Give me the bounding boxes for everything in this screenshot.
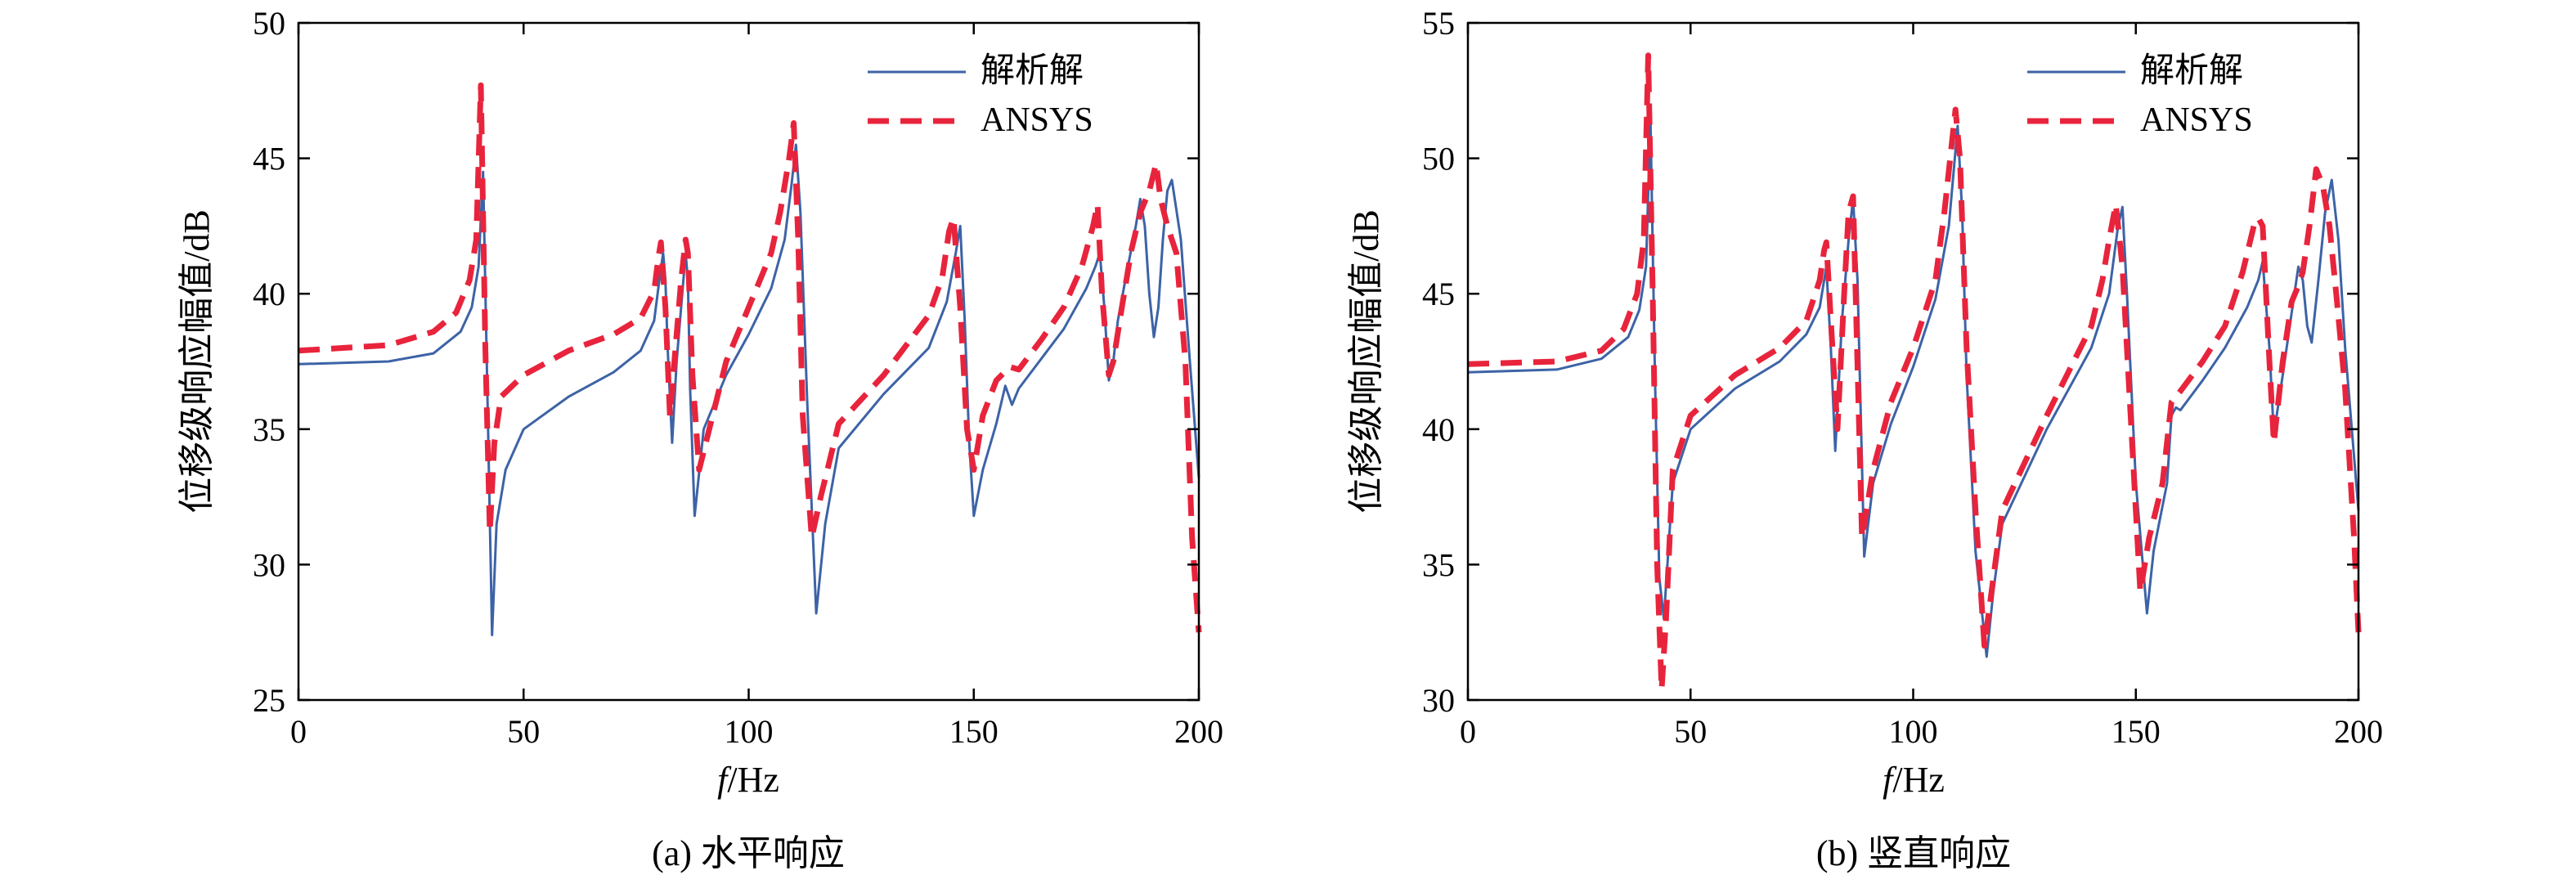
x-axis-title-unit: /Hz bbox=[727, 760, 779, 800]
y-tick-label: 25 bbox=[253, 682, 285, 719]
y-tick-label: 30 bbox=[253, 546, 285, 583]
legend: 解析解 ANSYS bbox=[868, 52, 1093, 139]
x-tick-label: 200 bbox=[2334, 713, 2383, 750]
legend: 解析解 ANSYS bbox=[2027, 52, 2253, 139]
series-line-analytic bbox=[298, 143, 1200, 636]
y-tick-label: 50 bbox=[253, 5, 285, 42]
series-line-analytic bbox=[1467, 116, 2360, 658]
x-tick-label: 200 bbox=[1174, 713, 1223, 750]
y-tick-label: 50 bbox=[1422, 141, 1455, 177]
x-tick-label: 0 bbox=[290, 713, 307, 750]
legend-label-analytic: 解析解 bbox=[981, 52, 1084, 90]
series-line-ansys bbox=[298, 82, 1202, 633]
y-axis-title: 位移级响应幅值/dB bbox=[177, 209, 217, 514]
x-tick-label: 50 bbox=[1674, 713, 1707, 750]
y-tick-label: 30 bbox=[1422, 682, 1455, 719]
series-line-ansys bbox=[1467, 52, 2362, 693]
x-tick-label: 100 bbox=[725, 713, 774, 750]
panel-caption: (b) 竖直响应 bbox=[1816, 833, 2011, 873]
x-tick-label: 0 bbox=[1460, 713, 1476, 750]
y-tick-label: 45 bbox=[1422, 276, 1455, 312]
x-axis-title: f/Hz bbox=[1883, 760, 1945, 800]
chart-panel-1: 0 50 100 150 200 25 30 35 40 45 50 f/Hz 位移级响应幅值/dB (a… bbox=[177, 5, 1223, 873]
x-axis-title: f/Hz bbox=[717, 760, 779, 800]
y-tick-label: 35 bbox=[1422, 546, 1455, 583]
y-tick-label: 40 bbox=[1422, 411, 1455, 448]
x-tick-label: 50 bbox=[507, 713, 540, 750]
x-axis-title-unit: /Hz bbox=[1892, 760, 1945, 800]
x-tick-label: 150 bbox=[2112, 713, 2161, 750]
y-tick-label: 40 bbox=[253, 276, 285, 312]
legend-label-ansys: ANSYS bbox=[981, 101, 1093, 139]
x-tick-label: 100 bbox=[1889, 713, 1938, 750]
legend-label-analytic: 解析解 bbox=[2140, 52, 2243, 90]
y-tick-label: 45 bbox=[253, 141, 285, 177]
y-tick-label: 35 bbox=[253, 411, 285, 448]
legend-label-ansys: ANSYS bbox=[2140, 101, 2253, 139]
chart-panel-2: 0 50 100 150 200 30 35 40 45 50 55 f/Hz 位移级响应幅值/dB (b… bbox=[1346, 5, 2383, 873]
panel-caption: (a) 水平响应 bbox=[652, 833, 845, 873]
y-axis-title: 位移级响应幅值/dB bbox=[1346, 209, 1386, 514]
x-tick-label: 150 bbox=[949, 713, 999, 750]
y-tick-label: 55 bbox=[1422, 5, 1455, 42]
